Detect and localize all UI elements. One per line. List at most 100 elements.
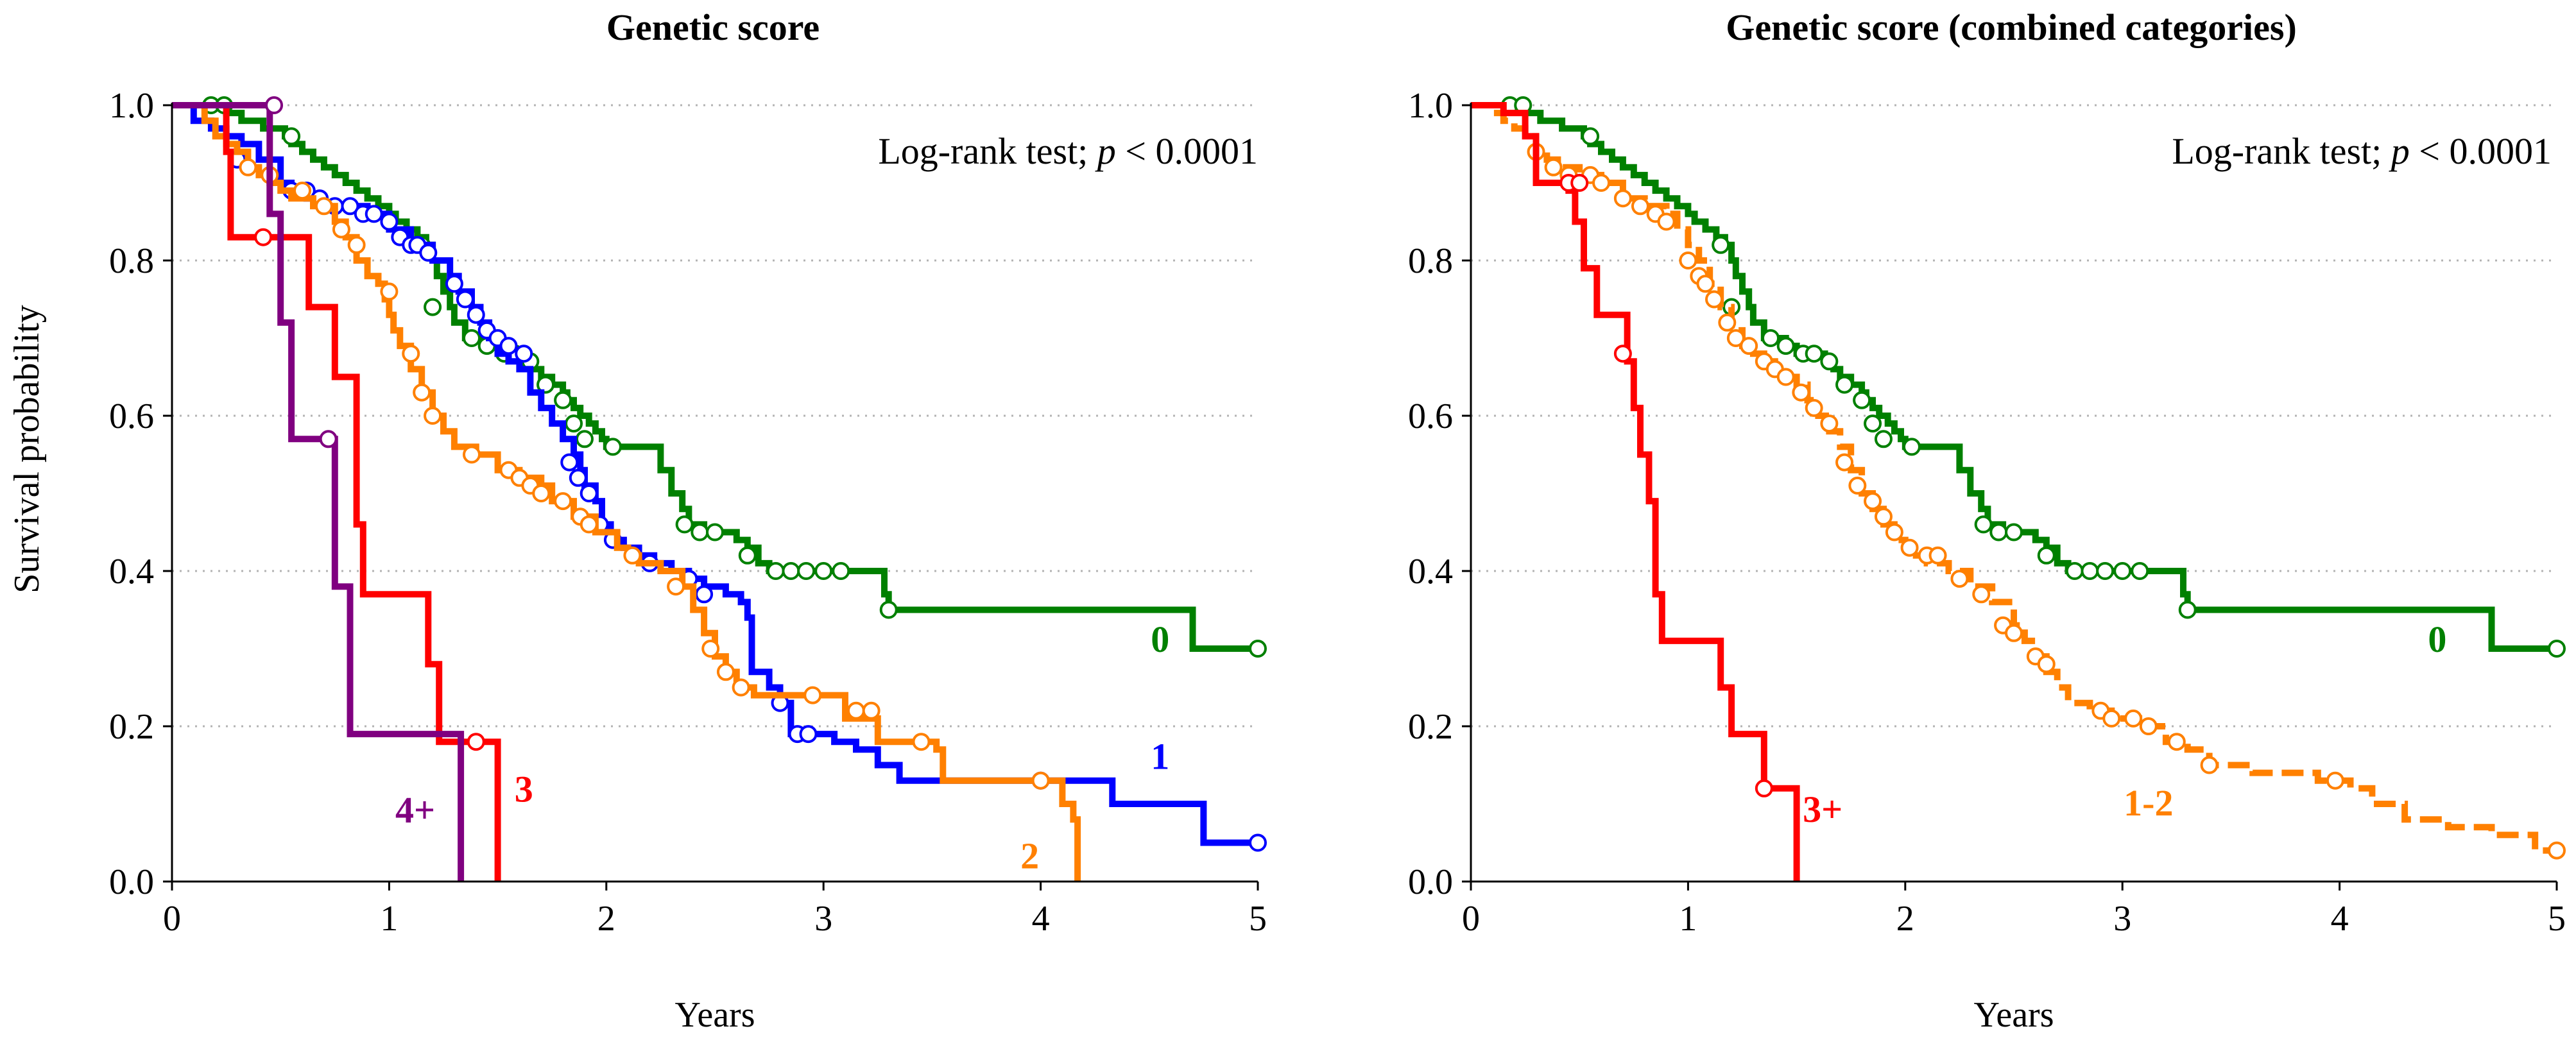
censor-mark (365, 205, 383, 223)
logrank-value: < 0.0001 (1116, 130, 1258, 172)
censor-mark (1874, 430, 1893, 448)
censor-mark (1726, 329, 1745, 347)
censor-mark (402, 345, 420, 363)
censor-mark (239, 158, 257, 176)
censor-mark (1900, 538, 1919, 557)
censor-mark (347, 235, 366, 254)
censor-mark (2200, 756, 2219, 774)
y-tick-label: 0.8 (109, 241, 154, 281)
x-tick-label: 5 (1249, 899, 1267, 939)
censor-mark (1613, 189, 1632, 208)
y-tick-label: 0.4 (109, 552, 154, 592)
censor-mark (2037, 655, 2056, 674)
censor-mark (1805, 345, 1823, 363)
censor-mark (691, 523, 709, 541)
censor-mark (2096, 562, 2115, 580)
x-tick-label: 5 (2548, 899, 2566, 939)
censor-mark (341, 197, 359, 216)
y-tick-label: 1.0 (1408, 86, 1453, 126)
censor-mark (314, 197, 333, 216)
y-tick-label: 0.2 (109, 707, 154, 747)
x-tick-label: 4 (1032, 899, 1050, 939)
censor-mark (2065, 562, 2084, 580)
censor-mark (424, 298, 442, 316)
y-tick-label: 0.2 (1408, 707, 1453, 747)
y-tick-label: 0.8 (1408, 241, 1453, 281)
censor-mark (580, 515, 598, 534)
series-label-3: 3 (515, 768, 533, 810)
censor-mark (846, 701, 865, 720)
y-tick-label: 0.6 (109, 396, 154, 436)
logrank-prefix: Log-rank test; (878, 130, 1097, 172)
series-label-1: 1 (1151, 736, 1169, 778)
censor-mark (2037, 546, 2056, 565)
censor-mark (912, 733, 931, 751)
censor-mark (2131, 562, 2149, 580)
series-layer: 0 1-2 3+ (1471, 96, 2566, 882)
censor-mark (1874, 507, 1893, 526)
logrank-p: p (2389, 130, 2410, 172)
censor-mark (1613, 345, 1632, 363)
censor-mark (799, 725, 818, 744)
censor-mark (623, 546, 642, 565)
censor-mark (603, 438, 622, 456)
series-label-4+: 4+ (395, 789, 435, 831)
censor-mark (1902, 438, 1921, 456)
censor-mark (1776, 368, 1795, 386)
censor-mark (467, 305, 485, 324)
censor-mark (424, 407, 442, 425)
km-curve-1-2 (1471, 102, 2557, 854)
logrank-annotation: Log-rank test; p < 0.0001 (878, 130, 1258, 172)
censor-mark (537, 375, 555, 394)
censor-mark (2178, 601, 2197, 619)
y-tick-label: 0.4 (1408, 552, 1453, 592)
censor-mark (254, 228, 273, 246)
censor-mark (1885, 523, 1903, 541)
censor-mark (1974, 515, 1993, 534)
censor-mark (1581, 127, 1600, 146)
censor-mark (293, 182, 312, 200)
x-tick-label: 3 (814, 899, 832, 939)
censor-mark (282, 127, 301, 146)
censor-mark (766, 562, 785, 580)
series-2: 2 (172, 102, 1081, 882)
censor-mark (560, 453, 579, 472)
logrank-annotation: Log-rank test; p < 0.0001 (2172, 130, 2552, 172)
y-tick-label: 0.0 (109, 862, 154, 902)
censor-mark (1864, 492, 1882, 511)
censor-mark (380, 282, 399, 301)
series-4+: 4+ (172, 96, 465, 882)
censor-mark (1835, 375, 1854, 394)
x-axis-label: Years (1974, 995, 2054, 1035)
censor-mark (569, 468, 587, 487)
km-curve-2 (172, 102, 1081, 882)
censor-mark (782, 562, 800, 580)
censor-mark (419, 243, 438, 262)
censor-mark (1712, 235, 1730, 254)
censor-mark (1249, 833, 1267, 852)
censor-mark (2005, 523, 2023, 541)
series-3+: 3+ (1471, 102, 1842, 882)
series-label-2: 2 (1020, 835, 1039, 876)
censor-mark (1792, 383, 1810, 402)
series-label-1-2: 1-2 (2124, 782, 2173, 824)
censor-mark (732, 678, 750, 697)
x-tick-label: 2 (1896, 899, 1914, 939)
censor-mark (1761, 329, 1780, 347)
censor-mark (695, 585, 714, 604)
logrank-value: < 0.0001 (2410, 130, 2552, 172)
censor-mark (2548, 640, 2566, 658)
censor-mark (554, 391, 572, 409)
panel-title: Genetic score (combined categories) (1726, 6, 2297, 48)
panel-genetic-score-combined: Genetic score (combined categories) 0 1-2… (1408, 6, 2566, 1035)
x-tick-label: 0 (163, 899, 181, 939)
censor-mark (2548, 841, 2566, 860)
censor-mark (1820, 352, 1839, 371)
censor-mark (580, 484, 598, 502)
censor-mark (1696, 275, 1715, 293)
km-curve-3 (172, 102, 501, 882)
censor-mark (1835, 453, 1854, 472)
censor-mark (2102, 709, 2121, 728)
censor-mark (467, 733, 485, 751)
series-label-0: 0 (1151, 618, 1169, 660)
